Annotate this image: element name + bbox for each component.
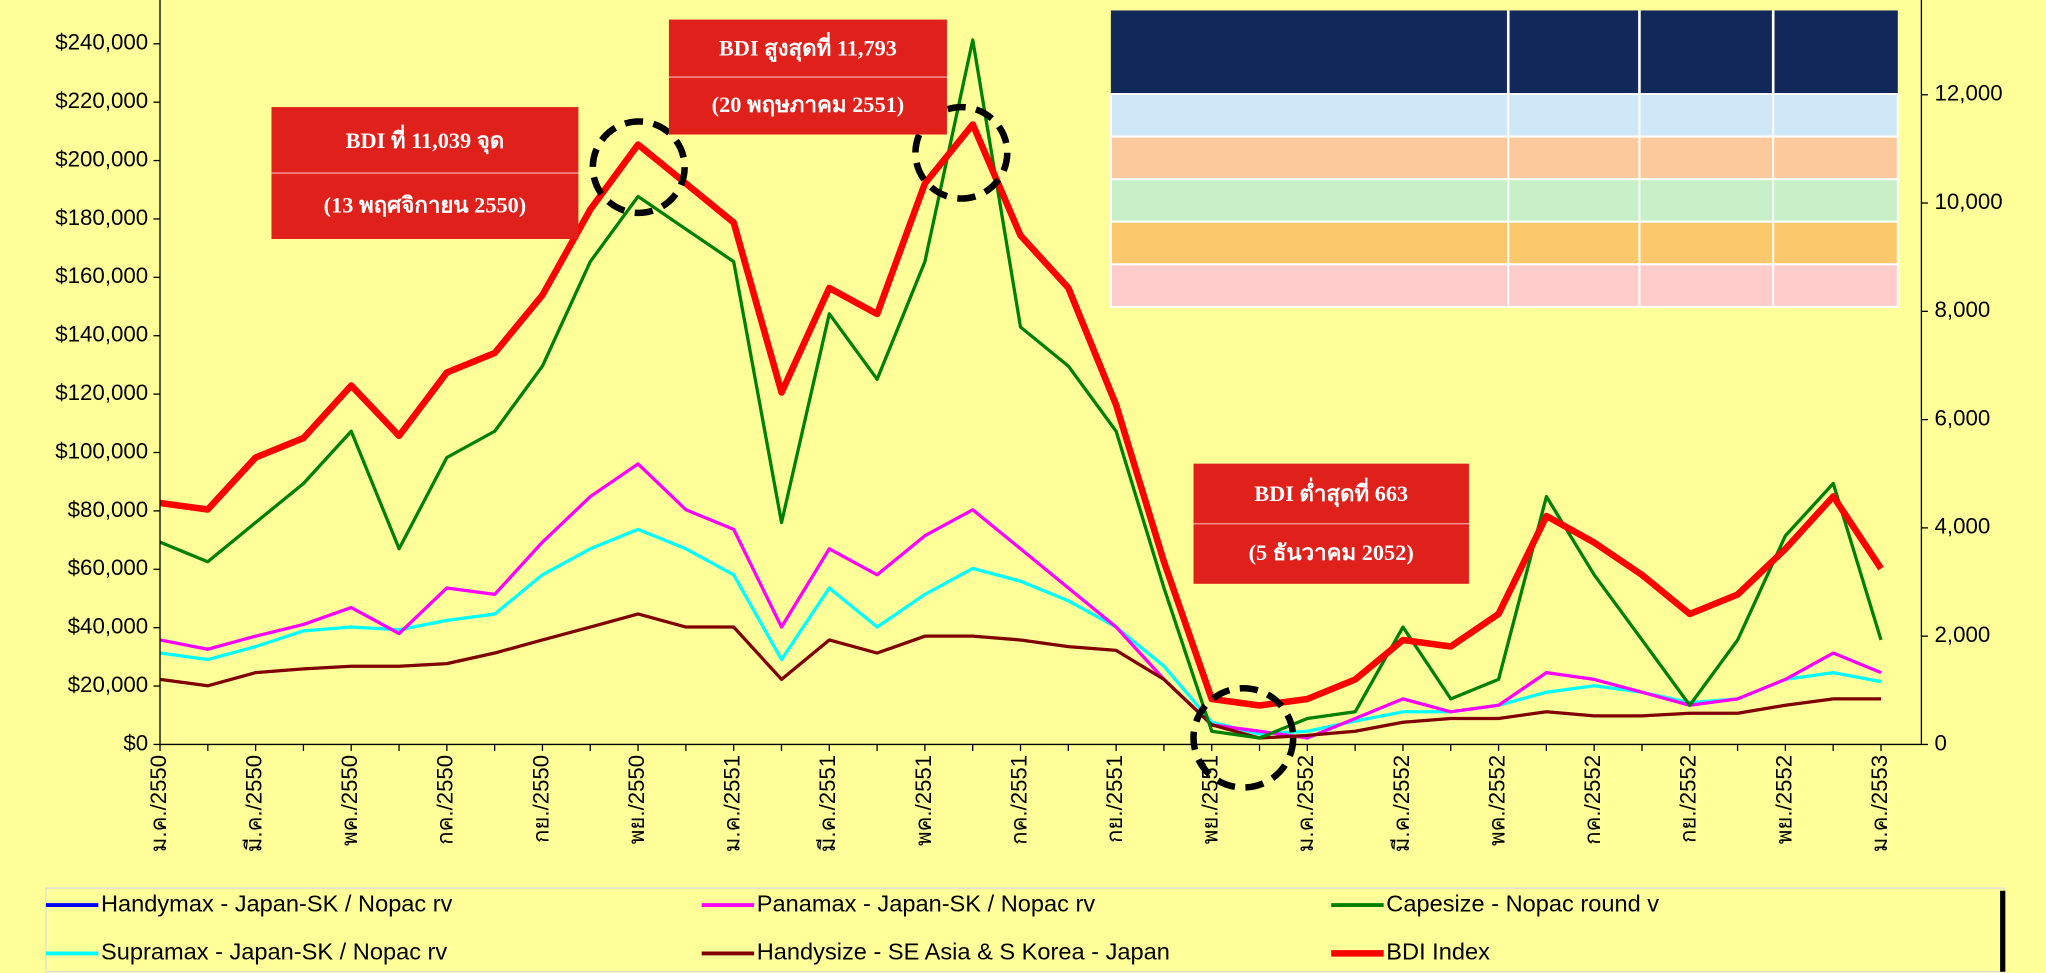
y-tick-label: $240,000 (55, 30, 148, 55)
annotation-text: (13 พฤศจิกายน 2550) (324, 192, 527, 217)
series-line (159, 527, 1882, 736)
y2-tick-label: 12,000 (1935, 81, 2003, 106)
plot-area (159, 38, 1884, 740)
x-tick-label: กย./2552 (1676, 755, 1701, 843)
table-row-bg (1109, 93, 1899, 138)
annotation-text: (20 พฤษภาคม 2551) (712, 92, 904, 117)
x-tick-label: พย./2550 (624, 755, 649, 844)
y2-tick-label: 2,000 (1935, 622, 1991, 647)
annotation-text: BDI ต่ำสุดที่ 663 (1254, 477, 1408, 508)
y-tick-label: $0 (123, 730, 148, 755)
y-tick-label: $60,000 (68, 555, 149, 580)
series-line (159, 462, 1882, 740)
highlight-circle (912, 103, 1011, 202)
x-tick-label: กค./2552 (1580, 755, 1605, 845)
y2-tick-label: 8,000 (1935, 297, 1991, 322)
x-tick-label: พค./2552 (1484, 755, 1509, 846)
table-row-bg (1109, 220, 1899, 266)
y-tick-label: $220,000 (55, 88, 148, 113)
table-header-bg (1110, 10, 1898, 95)
x-tick-label: พค./2551 (911, 755, 936, 846)
legend-label: Panamax - Japan-SK / Nopac rv (757, 890, 1096, 916)
table-row-bg (1109, 178, 1899, 223)
annotation-text: (5 ธันวาคม 2052) (1249, 540, 1414, 565)
x-tick-label: ม.ค./2550 (146, 755, 171, 852)
highlight-circle (1190, 685, 1297, 791)
legend-label: Handysize - SE Asia & S Korea - Japan (757, 939, 1170, 965)
data-table (1109, 10, 1899, 308)
series-line (159, 38, 1883, 740)
legend-label: Capesize - Nopac round v (1386, 890, 1659, 916)
y-tick-label: $180,000 (55, 205, 148, 230)
table-row-bg (1109, 135, 1899, 181)
annotation-text: BDI ที่ 11,039 จุด (346, 124, 505, 155)
x-tick-label: ม.ค./2553 (1867, 755, 1892, 852)
highlight-circle (589, 118, 688, 217)
legend-label: Supramax - Japan-SK / Nopac rv (101, 939, 447, 965)
table-row-bg (1109, 263, 1899, 308)
x-tick-label: ม.ค./2552 (1293, 755, 1318, 852)
y2-tick-label: 6,000 (1935, 405, 1991, 430)
x-tick-label: พย./2552 (1771, 755, 1796, 844)
legend-label: BDI Index (1386, 939, 1490, 965)
series-line (159, 612, 1882, 740)
x-tick-label: มี.ค./2551 (815, 755, 840, 852)
y-tick-label: $120,000 (55, 380, 148, 405)
y2-tick-label: 10,000 (1935, 189, 2003, 214)
y-tick-label: $20,000 (68, 672, 149, 697)
x-tick-label: มี.ค./2552 (1389, 755, 1414, 852)
x-tick-label: มี.ค./2550 (241, 755, 266, 852)
y2-tick-label: 0 (1935, 730, 1947, 755)
annotation-text: BDI สูงสุดที่ 11,793 (719, 32, 897, 63)
y-tick-label: $100,000 (55, 438, 148, 463)
y-tick-label: $200,000 (55, 146, 148, 171)
x-tick-label: กย./2551 (1102, 755, 1127, 843)
y-tick-label: $80,000 (68, 497, 149, 522)
y-tick-label: $140,000 (55, 322, 148, 347)
y2-tick-label: 4,000 (1935, 514, 1991, 539)
x-tick-label: พค./2550 (337, 755, 362, 846)
y-tick-label: $160,000 (55, 263, 148, 288)
x-tick-label: กย./2550 (528, 755, 553, 843)
series-line (159, 121, 1884, 709)
legend-label: Handymax - Japan-SK / Nopac rv (101, 890, 453, 916)
legend-box (45, 887, 2005, 973)
y-tick-label: $40,000 (68, 614, 149, 639)
overlays: BDI ที่ 11,039 จุด (13 พฤศจิกายน 2550) BDI… (271, 19, 1469, 791)
x-tick-label: กค./2551 (1006, 755, 1031, 845)
x-tick-label: ม.ค./2551 (720, 755, 745, 852)
x-tick-label: พย./2551 (1198, 755, 1223, 844)
x-tick-label: กค./2550 (433, 755, 458, 845)
